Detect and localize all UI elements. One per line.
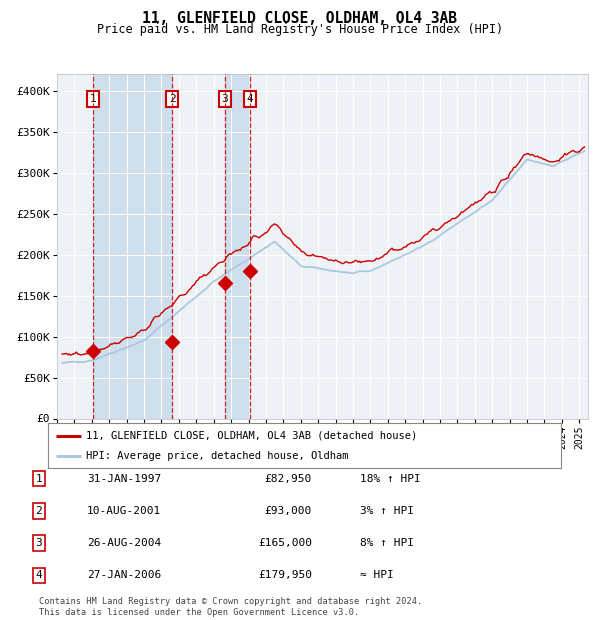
Text: 8% ↑ HPI: 8% ↑ HPI <box>360 538 414 548</box>
Text: 10-AUG-2001: 10-AUG-2001 <box>87 506 161 516</box>
Text: Contains HM Land Registry data © Crown copyright and database right 2024.
This d: Contains HM Land Registry data © Crown c… <box>39 598 422 617</box>
Text: 1: 1 <box>35 474 43 484</box>
Text: £93,000: £93,000 <box>265 506 312 516</box>
Text: £82,950: £82,950 <box>265 474 312 484</box>
Text: 26-AUG-2004: 26-AUG-2004 <box>87 538 161 548</box>
Text: £165,000: £165,000 <box>258 538 312 548</box>
Text: 11, GLENFIELD CLOSE, OLDHAM, OL4 3AB: 11, GLENFIELD CLOSE, OLDHAM, OL4 3AB <box>143 11 458 26</box>
Text: Price paid vs. HM Land Registry's House Price Index (HPI): Price paid vs. HM Land Registry's House … <box>97 23 503 36</box>
Text: HPI: Average price, detached house, Oldham: HPI: Average price, detached house, Oldh… <box>86 451 349 461</box>
Text: 27-JAN-2006: 27-JAN-2006 <box>87 570 161 580</box>
Bar <box>225 74 250 418</box>
Text: 18% ↑ HPI: 18% ↑ HPI <box>360 474 421 484</box>
Text: 3: 3 <box>221 94 229 104</box>
Text: 3: 3 <box>35 538 43 548</box>
Text: 3% ↑ HPI: 3% ↑ HPI <box>360 506 414 516</box>
Text: 1: 1 <box>90 94 97 104</box>
Text: 4: 4 <box>247 94 253 104</box>
Text: 11, GLENFIELD CLOSE, OLDHAM, OL4 3AB (detached house): 11, GLENFIELD CLOSE, OLDHAM, OL4 3AB (de… <box>86 430 418 441</box>
Text: £179,950: £179,950 <box>258 570 312 580</box>
Text: 4: 4 <box>35 570 43 580</box>
Text: 31-JAN-1997: 31-JAN-1997 <box>87 474 161 484</box>
Text: ≈ HPI: ≈ HPI <box>360 570 394 580</box>
Text: 2: 2 <box>35 506 43 516</box>
Bar <box>93 74 172 418</box>
Text: 2: 2 <box>169 94 175 104</box>
